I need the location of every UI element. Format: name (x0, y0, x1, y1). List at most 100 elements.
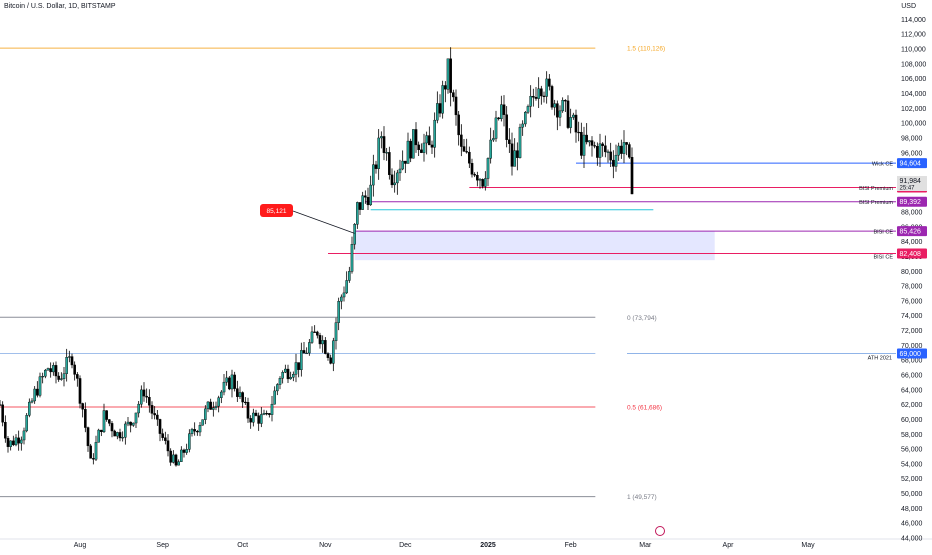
candle-up (558, 110, 562, 118)
candle-down (318, 335, 322, 345)
candle-up (137, 403, 140, 414)
candle-up (292, 374, 295, 378)
candle-up (230, 374, 234, 390)
candle-up (569, 117, 572, 128)
fib-label: 0 (73,794) (627, 315, 657, 322)
fvg-zone-layer (354, 231, 715, 261)
candle-up (260, 414, 263, 424)
candle-down (460, 134, 463, 147)
candle-up (180, 449, 183, 462)
candle-down (420, 149, 423, 153)
candle-down (73, 364, 76, 375)
candle-down (166, 440, 170, 452)
candle-down (566, 100, 570, 128)
candle-down (182, 449, 186, 453)
candle-up (582, 134, 586, 156)
ath-badge-label: 69,000 (900, 351, 922, 358)
candle-down (476, 175, 479, 181)
candle-up (361, 195, 364, 210)
candle-up (126, 421, 130, 425)
current-price-badge (897, 176, 927, 191)
candle-down (454, 96, 458, 116)
candle-down (113, 430, 116, 437)
candle-down (430, 144, 434, 148)
candle-down (78, 378, 82, 404)
callout-line (292, 210, 355, 234)
candle-down (142, 389, 146, 397)
candle-up (518, 126, 522, 158)
candle-up (321, 340, 324, 345)
candle-down (89, 445, 92, 459)
candle-down (145, 395, 148, 398)
candle-down (358, 202, 362, 210)
candle-up (276, 384, 279, 392)
y-tick-label: 110,000 (901, 47, 926, 54)
candle-up (25, 415, 28, 432)
candle-down (228, 377, 231, 390)
fib-label: 1 (49,577) (627, 494, 657, 501)
candle-down (414, 129, 418, 146)
candle-down (534, 97, 538, 99)
candle-down (593, 145, 596, 147)
candle-up (561, 100, 564, 112)
candle-down (4, 422, 7, 439)
candle-up (238, 392, 242, 397)
candle-up (294, 362, 298, 375)
candle-up (433, 119, 436, 148)
fib-label: 0.5 (61,686) (627, 404, 662, 411)
candle-up (494, 117, 498, 139)
candle-down (57, 375, 60, 380)
candle-up (172, 454, 175, 463)
y-tick-label: 56,000 (901, 447, 923, 454)
candle-down (510, 143, 514, 167)
candle-up (44, 369, 47, 377)
y-tick-label: 96,000 (901, 150, 923, 157)
candle-up (188, 433, 191, 450)
candle-up (446, 58, 450, 90)
candle-up (220, 391, 223, 398)
candle-up (572, 114, 575, 118)
candle-down (265, 413, 268, 415)
y-tick-label: 112,000 (901, 32, 926, 39)
candle-up (377, 137, 380, 169)
candle-up (214, 405, 218, 408)
candle-down (452, 92, 455, 98)
candle-up (140, 389, 143, 405)
candle-up (217, 397, 220, 407)
candle-down (409, 140, 412, 159)
candle-up (385, 152, 388, 154)
y-tick-label: 54,000 (901, 461, 923, 468)
candle-down (100, 429, 103, 433)
currency-label: USD (901, 3, 916, 10)
candle-down (590, 140, 594, 146)
candle-up (41, 376, 44, 378)
candle-down (148, 397, 151, 406)
candle-up (606, 151, 610, 153)
candle-down (129, 421, 132, 426)
candle-down (604, 145, 607, 153)
candle-down (516, 150, 519, 158)
chart-title: Bitcoin / U.S. Dollar, 1D, BITSTAMP (4, 3, 116, 10)
candle-up (412, 129, 415, 159)
candle-down (313, 331, 316, 333)
candle-down (326, 353, 330, 358)
candle-down (257, 415, 260, 424)
callout-box (260, 204, 293, 217)
candle-down (150, 405, 154, 414)
price-badge (897, 158, 927, 169)
candle-down (86, 427, 90, 447)
candle-up (492, 138, 495, 141)
x-tick-label: Sep (156, 542, 169, 549)
candle-up (521, 123, 524, 128)
candle-up (486, 158, 490, 179)
candle-down (444, 85, 447, 90)
candle-up (28, 401, 31, 416)
candle-up (617, 145, 620, 156)
candle-up (524, 112, 527, 125)
candle-up (526, 106, 530, 113)
current-price-label: 91,984 (900, 178, 922, 185)
countdown-label: 25:47 (900, 186, 916, 192)
candle-up (401, 160, 404, 170)
